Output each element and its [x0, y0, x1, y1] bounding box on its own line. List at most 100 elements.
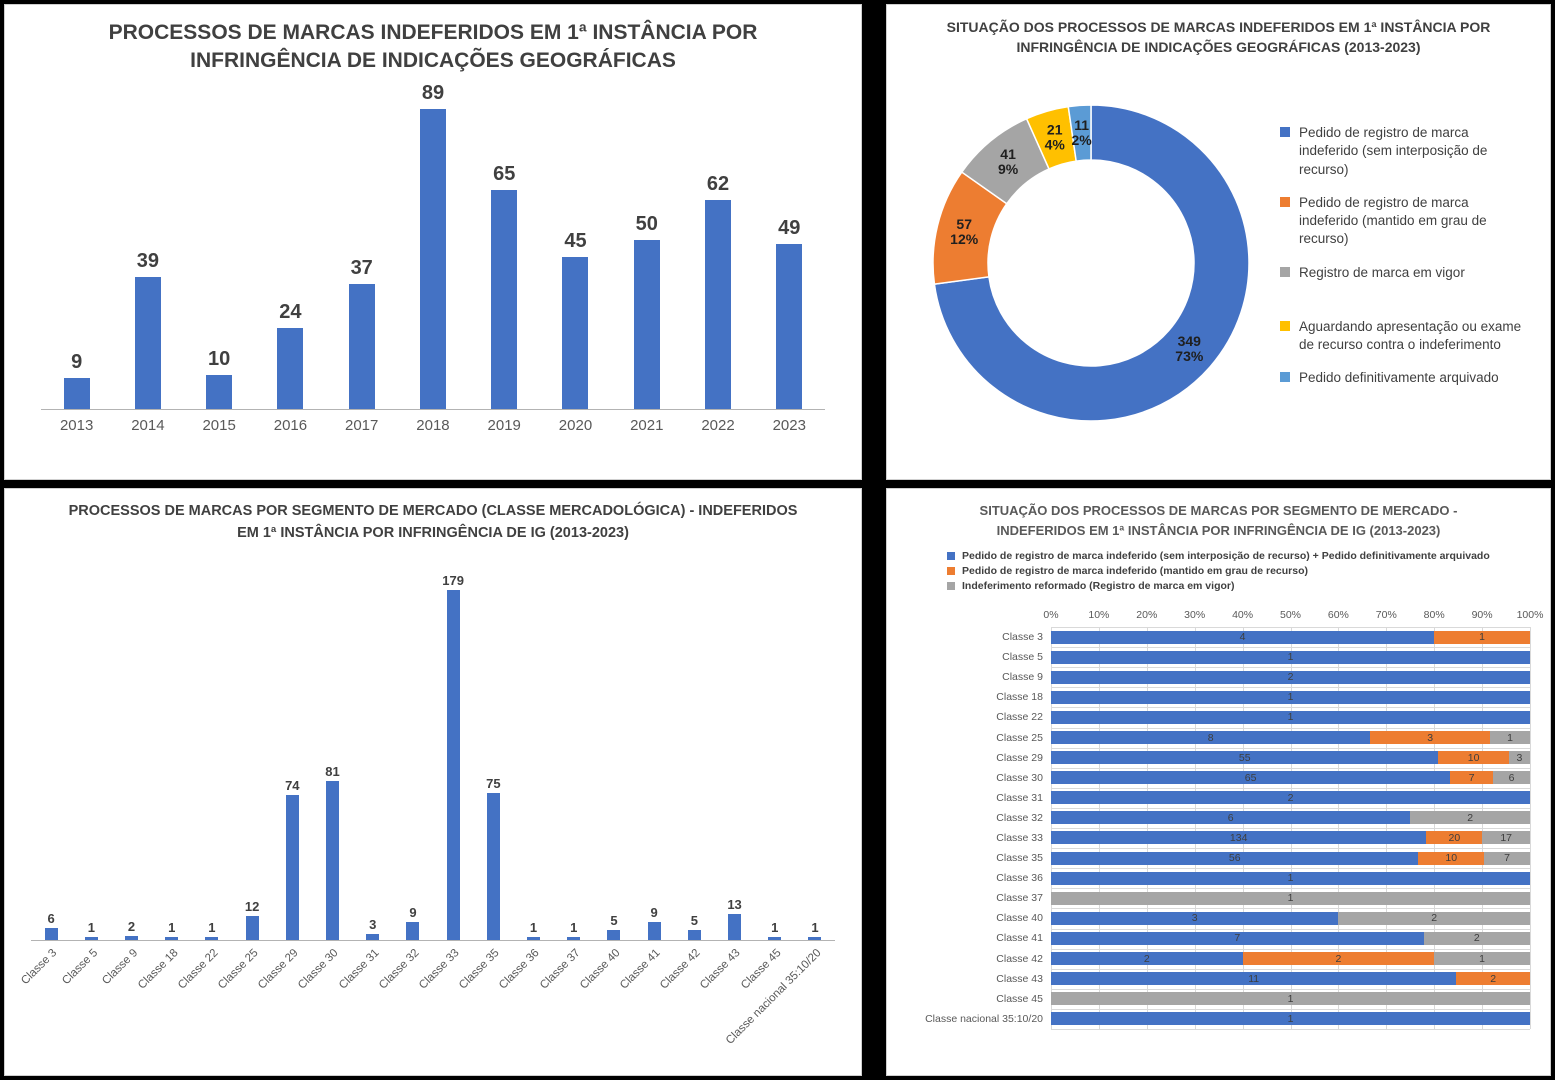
bar-value-label: 45 [564, 230, 587, 253]
bar-segment: 7 [1484, 851, 1530, 865]
bar-value-label: 1 [811, 920, 819, 935]
row-category-label: Classe nacional 35:10/20 [925, 1012, 1043, 1025]
horizontal-gridline [1051, 647, 1530, 649]
axis-tick-label: 20% [1136, 609, 1158, 621]
legend-item: Pedido definitivamente arquivado [1280, 369, 1530, 387]
bar-column: 5 [674, 591, 714, 940]
row-category-label: Classe 40 [996, 912, 1043, 925]
stacked-plot-area: Classe 3 4 1 Classe 5 1 Classe 9 2 Classe 18 1 Cl… [903, 627, 1534, 1030]
stacked-bar-row: Classe 33 134 20 17 [903, 828, 1534, 848]
bar-segment: 1 [1434, 952, 1530, 966]
bar-segment: 6 [1051, 811, 1411, 825]
bar [165, 937, 179, 940]
bar [326, 781, 340, 940]
bar-value-label: 39 [136, 250, 160, 273]
segment-value-label: 3 [1427, 731, 1434, 744]
bar-value-label: 1 [771, 920, 779, 935]
segment-value-label: 56 [1228, 852, 1241, 865]
bar-column: 2 [111, 591, 151, 940]
chart-title-bars-by-year: PROCESSOS DE MARCAS INDEFERIDOS EM 1ª IN… [108, 21, 758, 73]
stacked-chart-legend: Pedido de registro de marca indeferido (… [947, 550, 1534, 595]
bar-chart-by-class: 6 1 2 1 1 12 74 81 3 9 179 75 1 1 5 9 5 13 1 1 Classe 3 Class… [19, 573, 845, 1049]
chart-title-donut: SITUAÇÃO DOS PROCESSOS DE MARCAS INDEFER… [946, 19, 1491, 56]
legend-item: Pedido de registro de marca indeferido (… [947, 550, 1534, 562]
segment-value-label: 7 [1504, 852, 1510, 865]
segment-value-label: 1 [1479, 952, 1485, 965]
bar [63, 378, 90, 409]
bar [446, 589, 460, 940]
stacked-bar-track: 1 [1051, 687, 1530, 707]
stacked-bar-track: 1 [1051, 888, 1530, 908]
bar-segment: 2 [1338, 911, 1530, 925]
stacked-bar: 2 [1051, 791, 1530, 805]
x-axis-category: Classe 40 [578, 941, 634, 1049]
segment-value-label: 1 [1287, 872, 1294, 885]
bar-column: 37 [326, 110, 397, 409]
bar-column: 1 [152, 591, 192, 940]
x-axis-category: Classe 29 [256, 941, 312, 1049]
legend-swatch [1280, 196, 1290, 207]
x-axis-category: Classe 37 [538, 941, 594, 1049]
x-axis-category: Classe 32 [377, 941, 433, 1049]
bar-column: 1 [513, 591, 553, 940]
stacked-bar-track: 2 [1051, 788, 1530, 808]
row-category-label: Classe 37 [996, 892, 1043, 905]
axis-tick-label: 80% [1423, 609, 1445, 621]
stacked-bar: 1 [1051, 690, 1530, 704]
gridlines-layer [1051, 627, 1531, 1030]
bar-segment: 2 [1242, 952, 1435, 966]
horizontal-gridline [1051, 767, 1530, 769]
legend-label: Pedido de registro de marca indeferido (… [962, 565, 1308, 577]
stacked-bar-track: 65 7 6 [1051, 768, 1530, 788]
percent-axis: 0% 10% 20% 30% 40% 50% 60% 70% 80% 90% 100% [1043, 609, 1543, 624]
horizontal-gridline [1051, 908, 1530, 910]
x-axis-category: Classe 25 [216, 941, 272, 1049]
bar-value-label: 65 [493, 162, 516, 185]
segment-value-label: 2 [1287, 791, 1294, 804]
bar-value-label: 13 [727, 897, 742, 913]
bar-column: 6 [31, 591, 71, 940]
bar-segment: 2 [1423, 931, 1530, 945]
bar-value-label: 62 [706, 172, 730, 195]
bar [527, 937, 541, 940]
bar-segment: 1 [1051, 690, 1530, 704]
segment-value-label: 1 [1287, 1012, 1294, 1025]
stacked-bar-row: Classe 43 11 2 [903, 969, 1534, 989]
stacked-bar-track: 55 10 3 [1051, 748, 1530, 768]
horizontal-gridline [1051, 747, 1530, 749]
stacked-bar-track: 134 20 17 [1051, 828, 1530, 848]
stacked-bar-track: 8 3 1 [1051, 727, 1530, 747]
segment-value-label: 3 [1191, 912, 1198, 925]
row-category-label: Classe 22 [996, 711, 1043, 724]
bar-segment: 2 [1051, 791, 1530, 805]
bar [687, 929, 701, 940]
bar-segment: 11 [1051, 972, 1457, 986]
bar-value-label: 9 [409, 904, 417, 920]
bar-segment: 6 [1493, 771, 1530, 785]
stacked-bar-track: 2 [1051, 667, 1530, 687]
bar-segment: 1 [1490, 731, 1530, 745]
segment-value-label: 2 [1143, 952, 1150, 965]
bar-column: 9 [634, 591, 674, 940]
bar-column: 45 [540, 110, 611, 409]
donut-data-label: 349 73% [1175, 333, 1204, 364]
x-axis-category: 2023 [772, 416, 806, 434]
bar-segment: 1 [1051, 992, 1530, 1006]
stacked-bar-row: Classe 36 1 [903, 868, 1534, 888]
bar-plot-area: 6 1 2 1 1 12 74 81 3 9 179 75 1 1 5 9 5 13 1 1 [31, 573, 835, 941]
bar-value-label: 1 [168, 920, 176, 935]
stacked-bar-track: 1 [1051, 868, 1530, 888]
segment-value-label: 1 [1287, 691, 1294, 704]
segment-value-label: 11 [1248, 972, 1260, 985]
legend-swatch [1280, 266, 1290, 277]
stacked-bar-row: Classe 41 7 2 [903, 928, 1534, 948]
legend-item: Pedido de registro de marca indeferido (… [1280, 194, 1530, 249]
row-category-label: Classe 33 [996, 831, 1043, 844]
x-axis-category: 2014 [131, 416, 165, 434]
bar-column: 1 [71, 591, 111, 940]
segment-value-label: 134 [1229, 831, 1248, 844]
bar [567, 937, 581, 940]
x-axis-category: Classe 30 [296, 941, 352, 1049]
